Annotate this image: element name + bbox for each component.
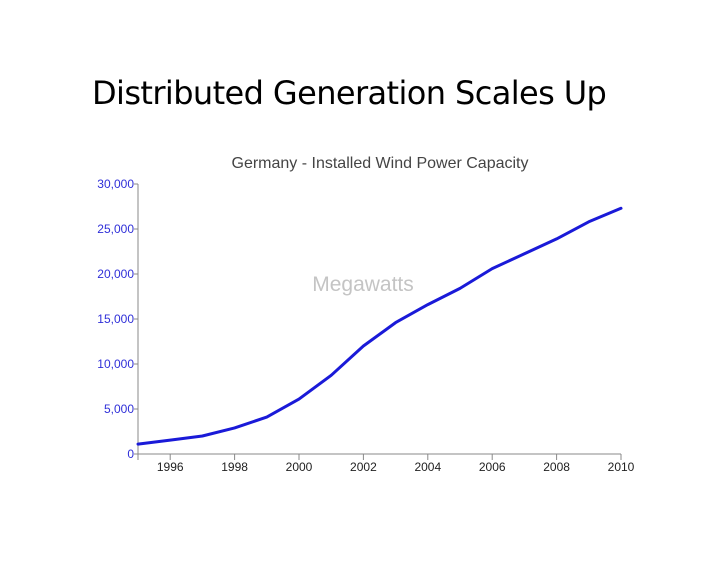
x-tick-label: 2000 [286,460,313,474]
chart-series [136,206,623,446]
x-tick-label: 2006 [479,460,506,474]
data-point [523,252,526,255]
x-axis-ticks: 1996 1998 2000 2002 2004 2006 2008 2010 [157,454,635,474]
data-point [491,267,494,270]
x-tick-label: 2002 [350,460,377,474]
chart-title: Germany - Installed Wind Power Capacity [232,155,529,172]
x-tick-label: 2008 [543,460,570,474]
data-point [619,207,623,210]
x-tick-label: 1998 [221,460,248,474]
y-tick-label: 15,000 [97,312,134,326]
data-point [394,321,397,324]
y-tick-label: 5,000 [104,402,134,416]
data-point [297,397,301,401]
y-axis-ticks: 0 5,000 10,000 15,000 20,000 25,000 30,000 [97,177,138,461]
x-tick-label: 1996 [157,460,184,474]
y-tick-label: 0 [127,447,134,461]
y-tick-label: 30,000 [97,177,134,191]
slide-title: Distributed Generation Scales Up [92,74,607,112]
y-tick-label: 20,000 [97,267,134,281]
y-tick-label: 10,000 [97,357,134,371]
data-point [201,434,204,438]
data-point [265,415,268,419]
data-point [458,287,462,290]
data-point [587,220,590,223]
series-line [136,206,623,446]
data-point [362,344,365,348]
data-point [233,426,236,430]
chart-axes [137,184,621,460]
data-point [426,303,429,306]
x-tick-label: 2004 [414,460,441,474]
units-label: Megawatts [312,273,414,296]
data-point [555,237,558,241]
x-tick-label: 2010 [608,460,635,474]
data-point [169,438,172,442]
data-point [136,442,140,446]
data-point [330,374,333,377]
y-tick-label: 25,000 [97,222,134,236]
